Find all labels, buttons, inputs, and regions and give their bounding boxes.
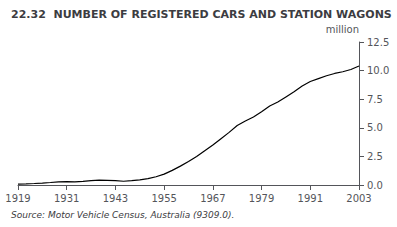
svg-text:2.5: 2.5 — [367, 151, 383, 162]
svg-text:5.0: 5.0 — [367, 122, 383, 133]
svg-text:10.0: 10.0 — [367, 65, 389, 76]
svg-text:2003: 2003 — [346, 193, 371, 204]
svg-text:12.5: 12.5 — [367, 37, 389, 48]
svg-text:1991: 1991 — [298, 193, 323, 204]
svg-text:1943: 1943 — [103, 193, 128, 204]
svg-text:1979: 1979 — [249, 193, 274, 204]
svg-text:1919: 1919 — [5, 193, 30, 204]
svg-text:1955: 1955 — [151, 193, 176, 204]
svg-text:7.5: 7.5 — [367, 94, 383, 105]
svg-text:22.32 NUMBER OF REGISTERED CA: 22.32 NUMBER OF REGISTERED CARS AND STAT… — [11, 8, 392, 21]
svg-text:Source: Motor Vehicle Census,: Source: Motor Vehicle Census, Australia … — [11, 210, 234, 220]
svg-text:million: million — [326, 24, 359, 35]
svg-text:1967: 1967 — [200, 193, 225, 204]
svg-text:0.0: 0.0 — [367, 180, 383, 191]
svg-text:1931: 1931 — [54, 193, 79, 204]
